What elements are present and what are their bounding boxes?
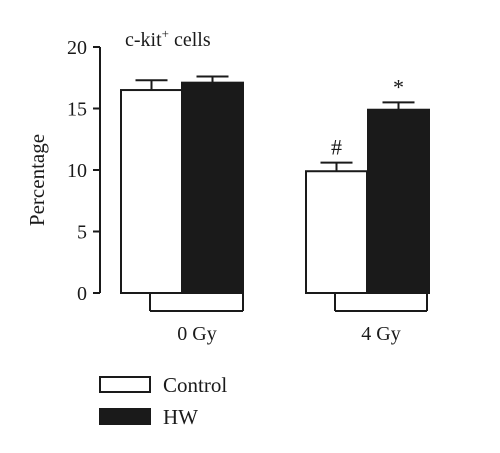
y-tick-label: 0 bbox=[77, 283, 87, 305]
chart-title-main: c-kit bbox=[125, 29, 162, 51]
y-tick-label: 5 bbox=[77, 222, 87, 244]
legend: Control HW bbox=[99, 373, 227, 429]
group-label: 0 Gy bbox=[177, 323, 216, 345]
significance-marker: # bbox=[331, 135, 342, 160]
legend-swatch-control bbox=[99, 376, 151, 393]
chart-title: c-kit+ cells bbox=[125, 26, 211, 51]
chart-title-text: c-kit+ cells bbox=[125, 26, 211, 51]
bar-control-0gy bbox=[120, 89, 183, 294]
bar-hw-0gy bbox=[181, 81, 244, 294]
y-axis-title: Percentage bbox=[25, 134, 49, 226]
bar-control-4gy bbox=[305, 170, 368, 294]
legend-label-hw: HW bbox=[163, 405, 198, 429]
y-axis: 0 5 10 15 20 Percentage bbox=[25, 37, 101, 305]
x-axis-groups: 0 Gy 4 Gy bbox=[149, 293, 428, 345]
bar-hw-4gy bbox=[367, 108, 430, 295]
chart-title-superscript: + bbox=[162, 26, 169, 41]
y-tick-label: 20 bbox=[67, 37, 87, 59]
bars: #* bbox=[120, 74, 430, 295]
chart-title-suffix: cells bbox=[169, 29, 211, 51]
significance-marker: * bbox=[393, 74, 404, 99]
group-label: 4 Gy bbox=[361, 323, 400, 345]
legend-swatch-hw bbox=[99, 408, 151, 425]
legend-label-control: Control bbox=[163, 373, 227, 397]
y-tick-label: 10 bbox=[67, 160, 87, 182]
y-tick-label: 15 bbox=[67, 99, 87, 121]
